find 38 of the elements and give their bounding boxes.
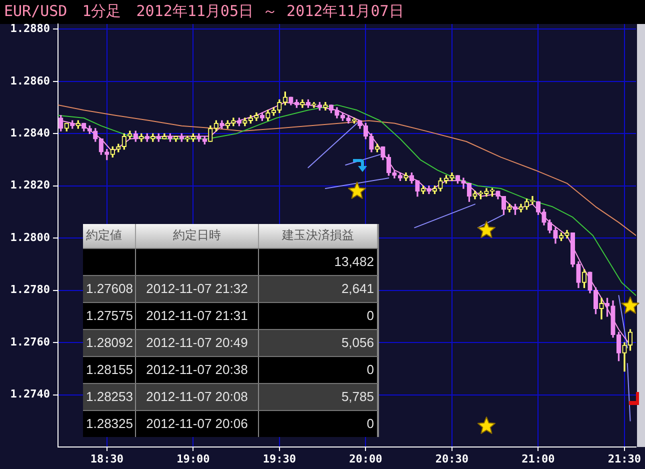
annotation: 2012-11-07 20:38 xyxy=(136,357,259,383)
y-tick-label: 1.2740 xyxy=(10,388,50,401)
annotation: 1.27608 xyxy=(83,276,136,302)
annotation: 1.28253 xyxy=(83,384,136,410)
x-tick-label: 20:30 xyxy=(435,452,469,466)
annotation: 1.27575 xyxy=(83,303,136,329)
annotation: 約定日時 xyxy=(136,224,259,248)
x-tick-label: 21:00 xyxy=(522,452,555,466)
annotation: 1.28092 xyxy=(83,330,136,356)
annotation: 1.28155 xyxy=(83,357,136,383)
annotation: 1.28325 xyxy=(83,411,136,437)
y-tick-label: 1.2820 xyxy=(10,178,50,192)
annotation: 2012-11-07 21:31 xyxy=(136,303,259,329)
annotation: 2012-11-07 20:08 xyxy=(136,384,259,410)
y-tick-label: 1.2760 xyxy=(10,335,50,348)
y-tick-label: 1.2780 xyxy=(10,283,50,296)
annotation: 0 xyxy=(259,357,378,383)
annotation: 0 xyxy=(259,411,378,437)
annotation: 5,785 xyxy=(259,384,378,410)
y-tick-label: 1.2840 xyxy=(10,126,50,140)
annotation: 2012-11-07 20:49 xyxy=(136,330,259,356)
y-tick-label: 1.2860 xyxy=(10,74,50,88)
x-tick-label: 21:30 xyxy=(608,452,642,466)
annotation: 建玉決済損益 xyxy=(259,224,378,248)
annotation: 2,641 xyxy=(259,276,378,302)
chart-title: EUR/USD 1分足 2012年11月05日 ～ 2012年11月07日 xyxy=(4,2,404,20)
y-tick-label: 1.2800 xyxy=(10,230,50,244)
x-tick-label: 18:30 xyxy=(90,452,124,466)
annotation: 5,056 xyxy=(259,330,378,356)
y-tick-label: 1.2880 xyxy=(10,22,50,36)
x-tick-label: 19:30 xyxy=(262,452,296,466)
annotation: 2012-11-07 20:06 xyxy=(136,411,259,437)
annotation: 2012-11-07 21:32 xyxy=(136,276,259,302)
annotation: 約定値 xyxy=(83,224,136,248)
x-tick-label: 20:00 xyxy=(349,452,382,466)
annotation: 0 xyxy=(259,303,378,329)
annotation: 13,482 xyxy=(259,249,378,275)
x-tick-label: 19:00 xyxy=(176,452,210,466)
